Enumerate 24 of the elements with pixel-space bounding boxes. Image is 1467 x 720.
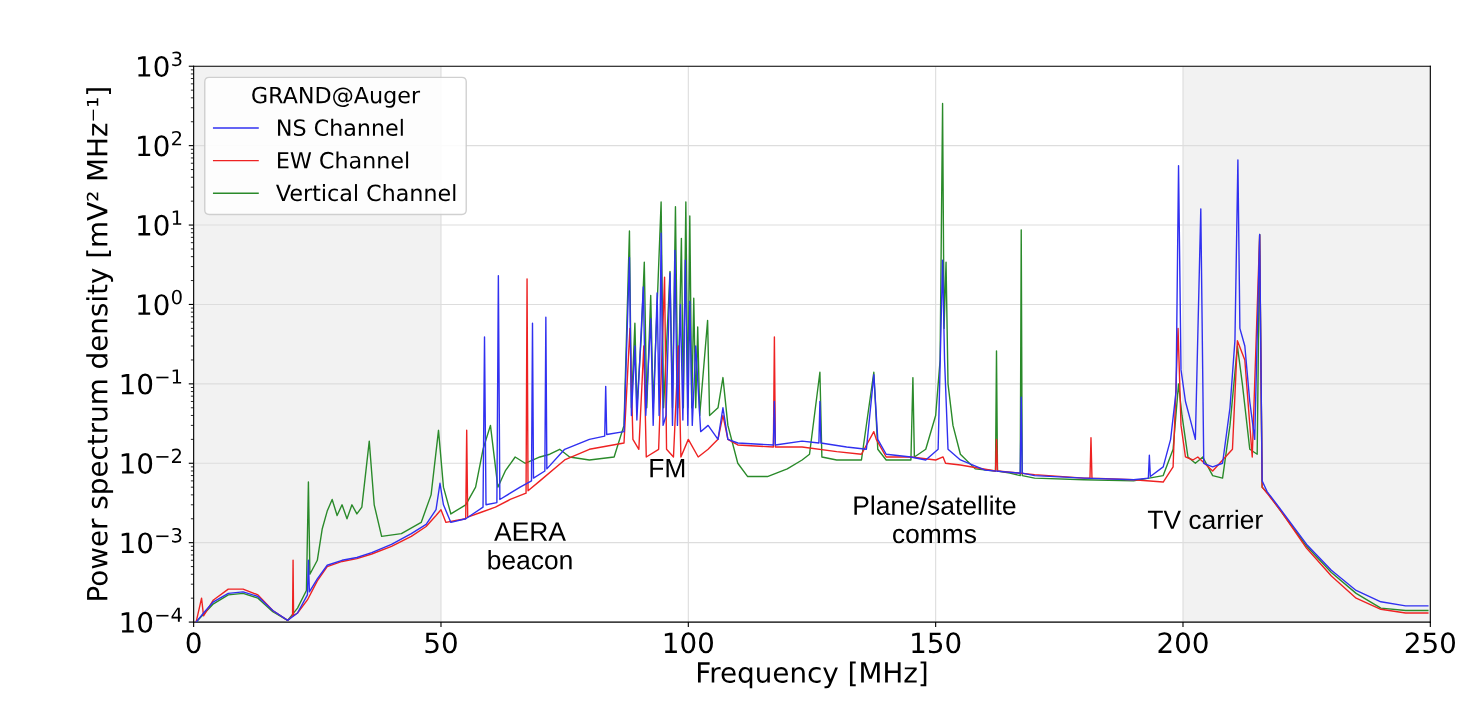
x-tick-label: 100 [664,632,713,654]
y-tick-label: 10$^{0}$ [138,289,182,316]
y-tick-label: 10$^{−3}$ [121,527,182,554]
y-tick-label: 10$^{−1}$ [121,369,182,395]
y-tick-label: 10$^{1}$ [138,210,182,236]
y-tick-label: 10$^{2}$ [138,130,182,157]
y-tick-label: 10$^{−2}$ [121,448,181,474]
annotation: FM [650,459,685,478]
y-tick-label: 10$^{−4}$ [121,607,182,633]
x-tick-label: 0 [186,632,201,654]
x-tick-label: 150 [912,632,961,654]
y-tick-label: 10$^{3}$ [138,51,182,77]
x-tick-label: 250 [1405,632,1455,654]
annotation: AERA beacon [488,522,572,570]
legend-title: GRAND@Auger [252,86,421,108]
legend-label: NS Channel [278,118,403,137]
annotation: Plane/satellite comms [854,495,1016,544]
y-axis-title: Power spectrum density [mV² MHz⁻¹] [86,88,114,600]
legend-label: Vertical Channel [276,184,456,202]
annotation: TV carrier [1147,509,1263,530]
legend-label: EW Channel [278,151,409,169]
x-tick-label: 50 [425,632,457,654]
x-tick-label: 200 [1158,632,1208,654]
x-axis-title: Frequency [MHz] [697,661,927,689]
